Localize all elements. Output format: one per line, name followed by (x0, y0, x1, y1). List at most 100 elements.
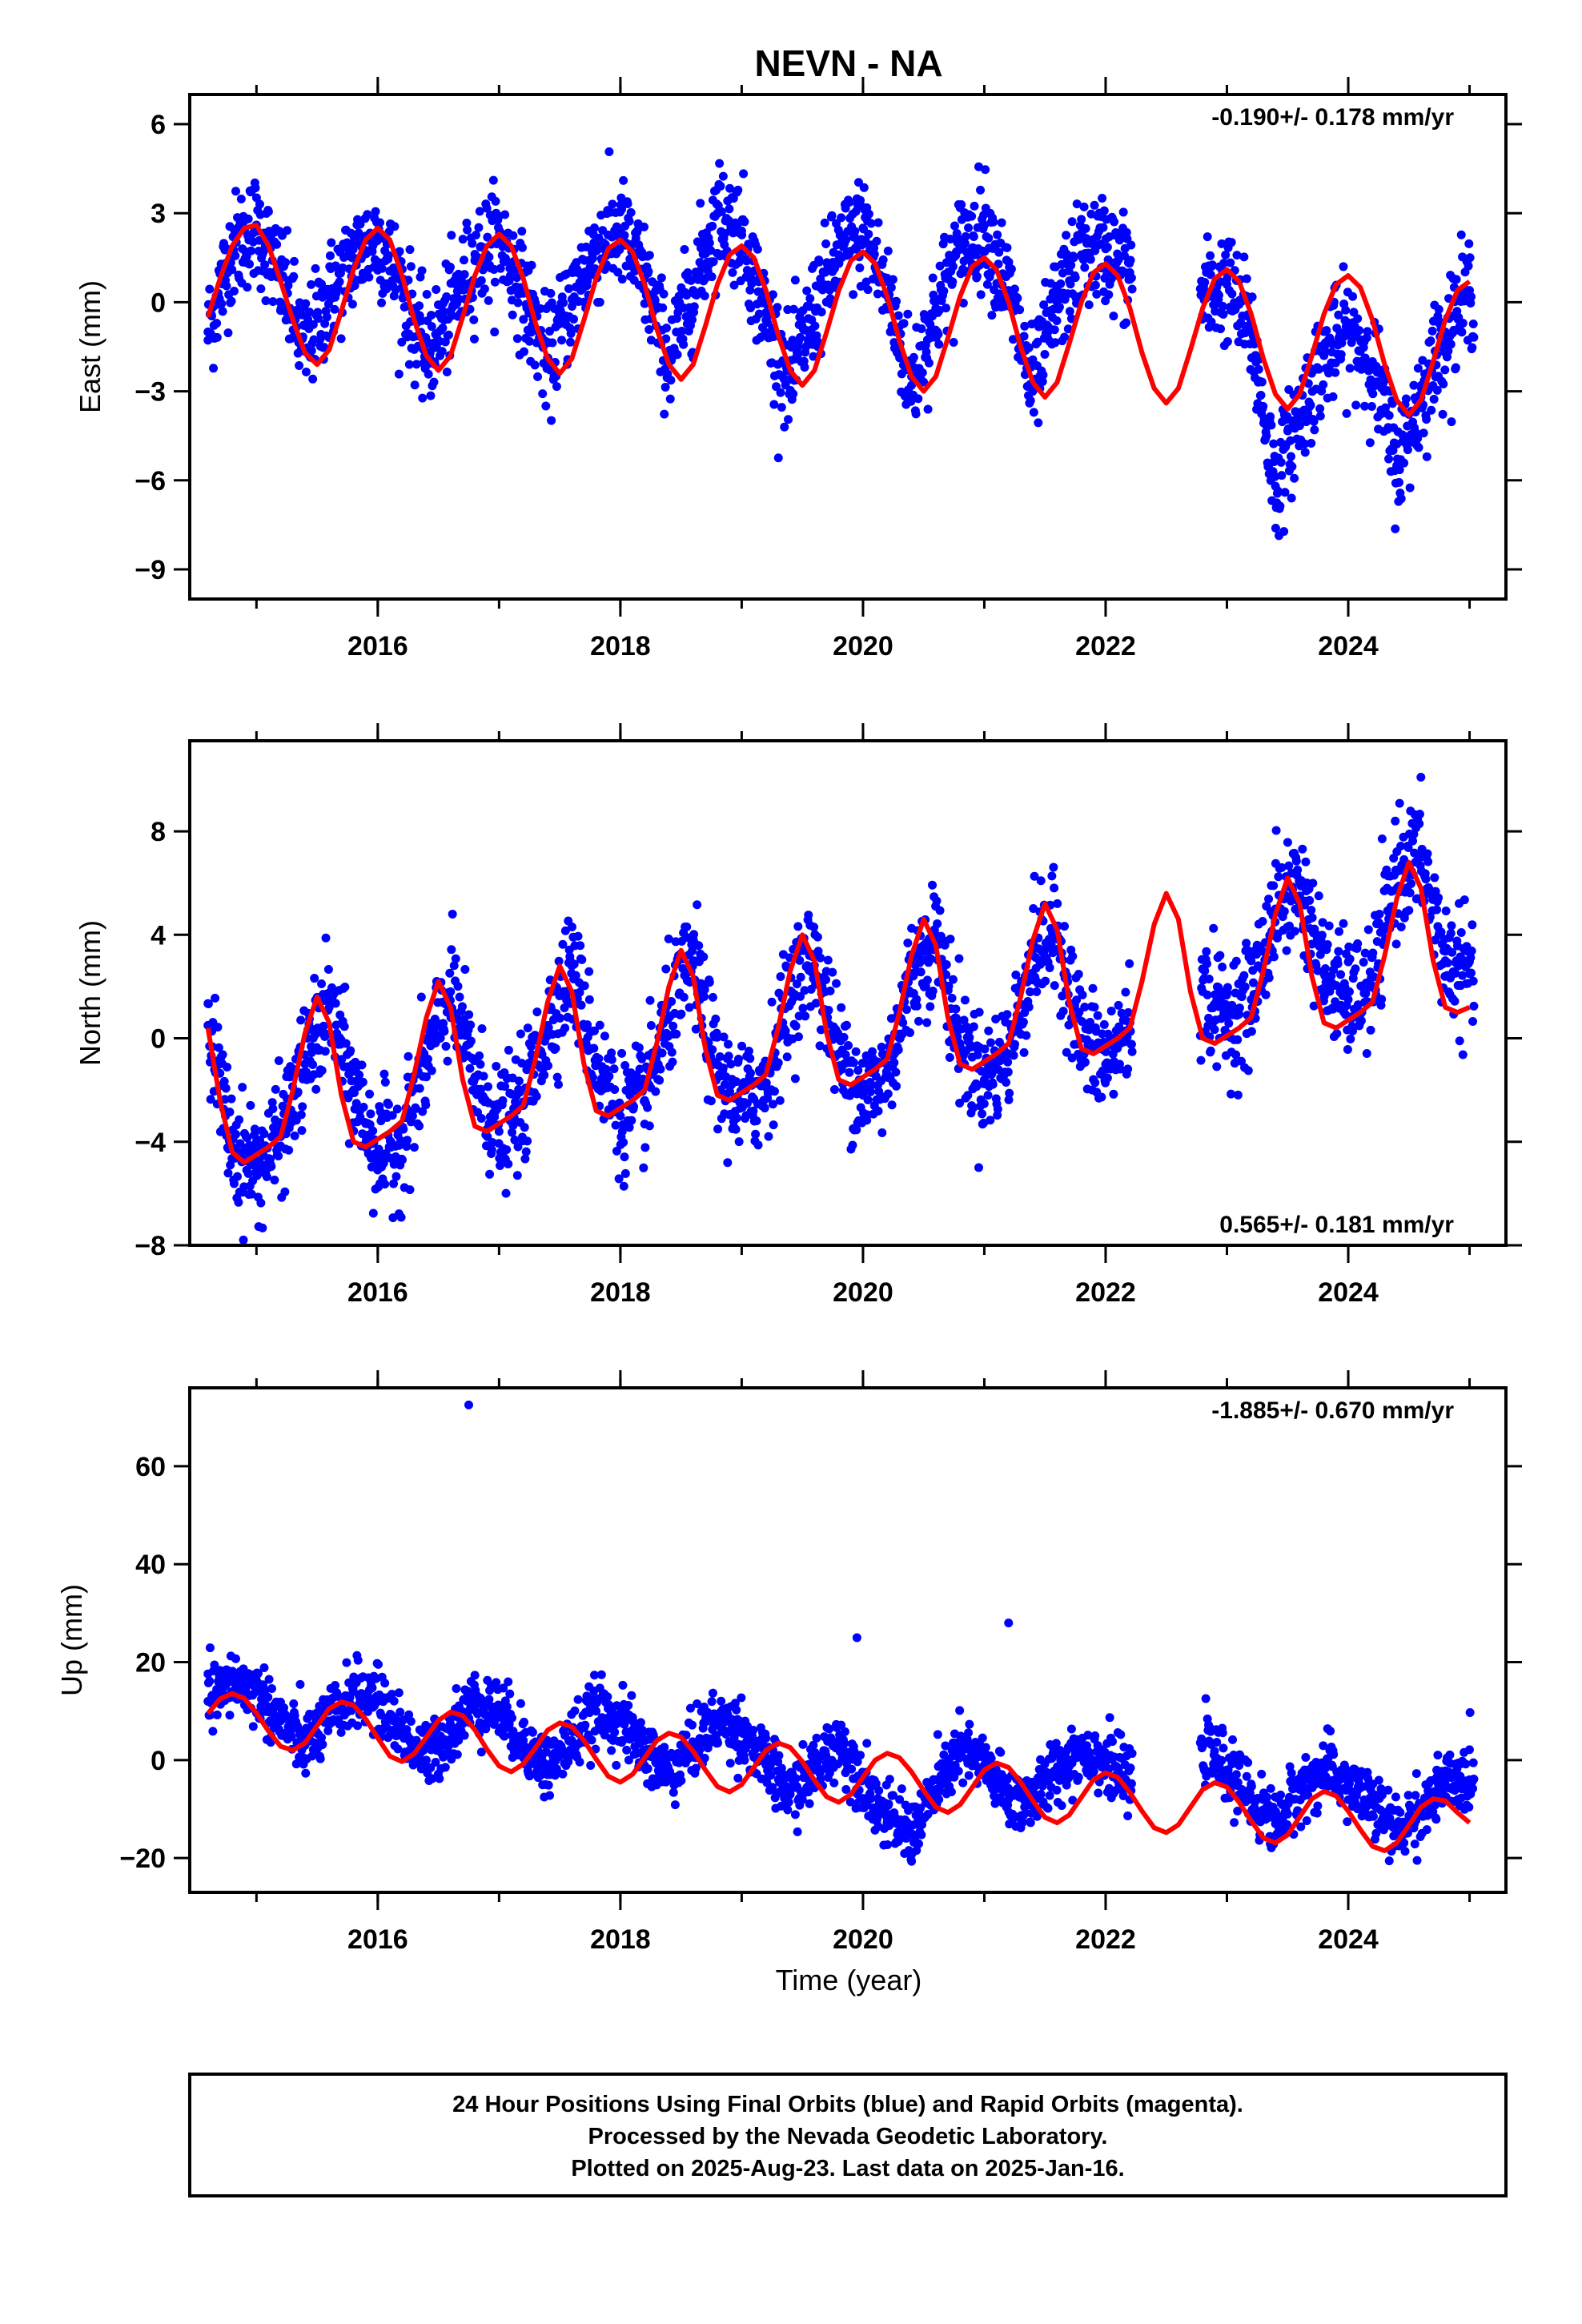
data-point (1315, 412, 1325, 421)
data-point (331, 999, 340, 1008)
data-point (1239, 971, 1249, 980)
data-point (568, 302, 577, 312)
data-point (295, 1679, 305, 1689)
data-point (960, 239, 970, 248)
data-point (677, 327, 687, 336)
data-point (391, 285, 400, 295)
data-point (1466, 299, 1476, 308)
data-point (553, 1080, 563, 1089)
data-point (1005, 1088, 1014, 1098)
data-point (1232, 251, 1242, 260)
data-point (544, 1023, 553, 1032)
x-tick-label: 2022 (1075, 1277, 1136, 1308)
data-point (934, 329, 943, 339)
data-point (1300, 448, 1310, 457)
data-point (1010, 1039, 1019, 1049)
data-point (1024, 343, 1034, 352)
data-point (1468, 976, 1478, 986)
data-point (205, 284, 215, 294)
data-point (213, 1023, 223, 1032)
data-point (948, 277, 958, 287)
data-point (517, 243, 527, 252)
data-point (496, 1161, 505, 1171)
data-point (815, 1041, 825, 1051)
data-point (1451, 968, 1460, 978)
data-point (422, 289, 432, 299)
data-point (583, 1020, 592, 1030)
data-point (296, 1015, 306, 1025)
data-point (1456, 927, 1466, 937)
data-point (318, 1739, 327, 1749)
data-point (317, 979, 327, 988)
data-point (922, 1018, 932, 1027)
data-point (1126, 273, 1136, 283)
data-point (1033, 337, 1042, 347)
data-point (957, 199, 966, 209)
data-point (793, 351, 802, 360)
data-point (1395, 465, 1404, 475)
data-point (1317, 931, 1327, 940)
data-point (268, 297, 278, 307)
data-point (1279, 907, 1289, 916)
data-point (753, 1140, 763, 1150)
data-point (218, 307, 227, 316)
y-tick-label: 4 (151, 920, 166, 951)
data-point (1346, 1034, 1355, 1043)
data-point (877, 1049, 887, 1059)
data-point (523, 1023, 532, 1033)
data-point (601, 1065, 611, 1075)
data-point (643, 1103, 652, 1112)
data-point (523, 1136, 532, 1146)
x-tick-label: 2022 (1075, 631, 1136, 661)
data-point (297, 1126, 307, 1136)
data-point (661, 964, 671, 974)
y-tick-label: −8 (135, 1231, 166, 1261)
data-point (1345, 364, 1355, 373)
data-point (737, 230, 747, 239)
data-point (609, 1064, 619, 1074)
data-point (619, 175, 628, 185)
data-point (620, 1152, 629, 1162)
data-point (1377, 834, 1387, 843)
north-y-axis-label: North (mm) (74, 920, 106, 1066)
data-point (406, 262, 416, 271)
data-point (460, 270, 469, 279)
data-point (923, 404, 933, 414)
data-point (1010, 284, 1019, 294)
data-point (614, 1174, 624, 1184)
data-point (705, 238, 714, 247)
data-point (552, 1072, 562, 1082)
data-point (878, 255, 888, 264)
data-point (1223, 337, 1232, 347)
data-point (1269, 952, 1279, 962)
data-point (395, 247, 404, 256)
data-point (457, 1002, 467, 1011)
data-point (981, 165, 990, 175)
data-point (219, 1076, 229, 1086)
data-point (848, 1140, 857, 1150)
data-point (656, 1064, 665, 1074)
data-point (1423, 849, 1432, 858)
data-point (515, 1088, 524, 1097)
data-point (1256, 391, 1266, 400)
data-point (576, 941, 585, 951)
data-point (238, 1083, 247, 1092)
data-point (544, 1061, 553, 1071)
data-point (1196, 1055, 1206, 1065)
data-point (1209, 923, 1219, 933)
data-point (745, 1068, 755, 1078)
data-point (595, 297, 604, 307)
data-point (463, 225, 472, 235)
data-point (1414, 443, 1423, 452)
data-point (377, 298, 387, 308)
data-point (700, 291, 709, 300)
data-point (229, 286, 239, 296)
data-point (1097, 1092, 1106, 1102)
data-point (568, 923, 577, 932)
data-point (504, 1045, 513, 1055)
data-point (546, 288, 556, 298)
data-point (371, 207, 380, 216)
data-point (737, 1041, 747, 1051)
data-point (1002, 243, 1012, 252)
data-point (576, 1000, 586, 1010)
